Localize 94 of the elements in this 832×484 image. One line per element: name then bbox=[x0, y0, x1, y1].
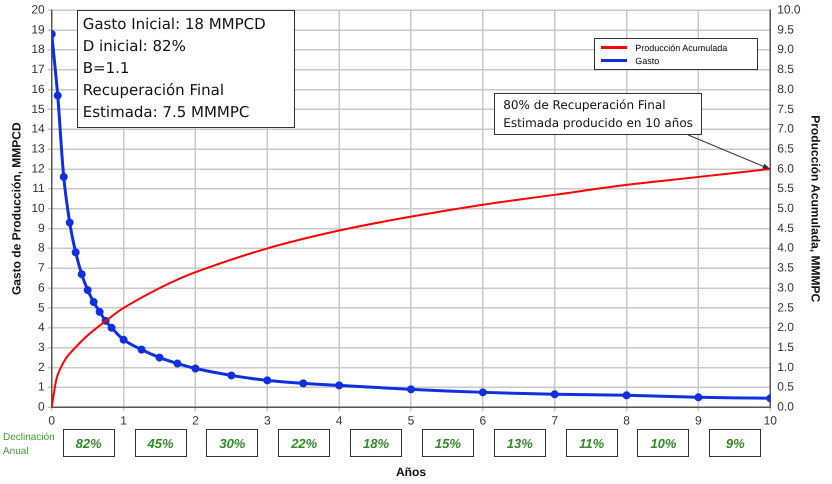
y-tick-label: 5 bbox=[38, 300, 46, 314]
y-tick-label: 1 bbox=[38, 380, 46, 394]
y-tick-label: 2 bbox=[38, 360, 46, 374]
annotation: 80% de Recuperación Final Estimada producido en 10 años bbox=[494, 93, 702, 135]
y-tick-label: 8 bbox=[38, 240, 46, 255]
x-tick-label: 7 bbox=[551, 414, 558, 428]
annotation: Gasto Inicial: 18 MMPCD D inicial: 82% B=1.1 Recuperación Final Estimada: 7.5 MMMPC bbox=[76, 10, 295, 128]
y2-tick-label: 7.5 bbox=[777, 102, 794, 116]
point bbox=[84, 286, 92, 294]
y-tick-label: 10 bbox=[31, 201, 46, 216]
text: 13% bbox=[494, 429, 546, 458]
y-tick-label: 11 bbox=[32, 181, 46, 196]
y2-tick-label: 1.5 bbox=[777, 340, 794, 354]
y-tick-label: 15 bbox=[31, 102, 46, 116]
text: 10% bbox=[637, 429, 690, 458]
x-tick-label: 1 bbox=[120, 414, 128, 428]
point bbox=[60, 172, 68, 181]
point bbox=[96, 308, 104, 316]
y-tick-label: 17 bbox=[31, 62, 46, 76]
y2-tick-label: 0.5 bbox=[777, 380, 794, 394]
point bbox=[54, 92, 62, 100]
text: 9% bbox=[709, 429, 762, 458]
x-tick-label: 3 bbox=[264, 414, 271, 428]
text: 30% bbox=[206, 429, 258, 458]
legend-label: Producción Acumulada bbox=[635, 42, 728, 53]
text: 11% bbox=[566, 429, 618, 458]
text: 82% bbox=[62, 429, 115, 458]
y-tick-label: 14 bbox=[31, 122, 46, 136]
y2-tick-label: 8.5 bbox=[777, 62, 794, 76]
legend-label: Gasto bbox=[635, 56, 660, 66]
y2-tick-label: 5.0 bbox=[777, 201, 794, 216]
x-tick-label: 0 bbox=[48, 414, 56, 428]
y2-tick-label: 6.5 bbox=[777, 141, 794, 156]
y2-tick-label: 4.5 bbox=[777, 220, 794, 235]
y2-tick-label: 9.5 bbox=[777, 22, 794, 36]
y-tick-label: 13 bbox=[31, 141, 46, 156]
y2-tick-label: 9.0 bbox=[777, 42, 794, 56]
point bbox=[550, 390, 559, 398]
point bbox=[299, 379, 308, 388]
y2-tick-label: 6.0 bbox=[777, 161, 794, 176]
y2-tick-label: 7.0 bbox=[777, 122, 794, 136]
y-tick-label: 19 bbox=[31, 22, 46, 36]
y-tick-label: 16 bbox=[31, 82, 46, 96]
y2-tick-label: 3.0 bbox=[777, 280, 794, 294]
x-tick-label: 8 bbox=[623, 414, 630, 428]
y-tick-label: 6 bbox=[38, 280, 46, 294]
y2-tick-label: 8.0 bbox=[777, 82, 794, 96]
point bbox=[66, 218, 74, 227]
point bbox=[263, 376, 272, 384]
text: 15% bbox=[422, 429, 474, 458]
y-tick-label: 9 bbox=[38, 220, 46, 235]
y-tick-label: 0 bbox=[38, 400, 46, 414]
point bbox=[78, 270, 86, 278]
y2-tick-label: 2.0 bbox=[777, 320, 794, 334]
y-tick-label: 18 bbox=[31, 42, 46, 56]
y-tick-label: 4 bbox=[38, 320, 46, 334]
y2-tick-label: 0.0 bbox=[777, 400, 794, 414]
y2-tick-label: 2.5 bbox=[777, 300, 794, 314]
y2-tick-label: 1.0 bbox=[777, 360, 794, 374]
text: Declinación Anual bbox=[3, 431, 55, 460]
point bbox=[622, 391, 631, 400]
point bbox=[138, 346, 146, 354]
text: 22% bbox=[278, 429, 330, 458]
point bbox=[90, 298, 98, 306]
point bbox=[191, 364, 200, 372]
x-tick-label: 2 bbox=[192, 414, 200, 428]
y2-axis-title: Producción Acumulada, MMMPC bbox=[808, 115, 822, 302]
y2-tick-label: 4.0 bbox=[777, 240, 794, 255]
y-axis-title: Gasto de Producción, MMPCD bbox=[10, 122, 24, 296]
point bbox=[108, 324, 116, 332]
y-tick-label: 12 bbox=[31, 161, 46, 176]
point bbox=[335, 381, 344, 390]
text: 45% bbox=[134, 429, 187, 458]
x-axis-title: Años bbox=[396, 465, 426, 480]
point bbox=[120, 336, 128, 344]
y-tick-label: 20 bbox=[31, 2, 46, 17]
y2-tick-label: 10.0 bbox=[777, 2, 801, 17]
point bbox=[227, 371, 236, 380]
text: 18% bbox=[350, 429, 402, 458]
y2-tick-label: 5.5 bbox=[777, 181, 794, 196]
point bbox=[173, 360, 182, 368]
x-tick-label: 4 bbox=[336, 414, 343, 428]
point bbox=[156, 354, 164, 362]
x-tick-label: 5 bbox=[408, 414, 415, 428]
point bbox=[694, 393, 702, 402]
x-tick-label: 9 bbox=[695, 414, 702, 428]
x-tick-label: 10 bbox=[764, 414, 778, 428]
point bbox=[478, 388, 487, 396]
y-tick-label: 3 bbox=[38, 340, 46, 354]
x-tick-label: 6 bbox=[480, 414, 486, 428]
point bbox=[406, 385, 415, 394]
point bbox=[72, 248, 80, 256]
y-tick-label: 7 bbox=[38, 260, 46, 275]
y2-tick-label: 3.5 bbox=[777, 260, 794, 275]
